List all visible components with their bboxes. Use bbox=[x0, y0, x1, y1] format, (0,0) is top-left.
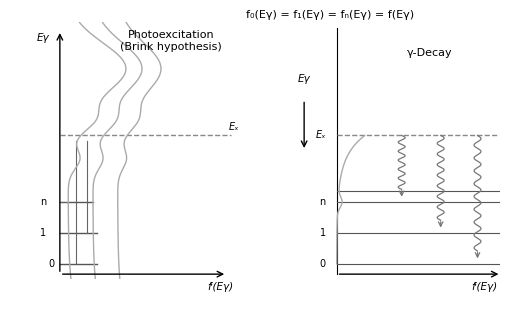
Text: 1: 1 bbox=[40, 228, 46, 238]
Text: Eγ: Eγ bbox=[37, 33, 50, 43]
Text: Photoexcitation
(Brink hypothesis): Photoexcitation (Brink hypothesis) bbox=[120, 30, 222, 52]
Text: Eγ: Eγ bbox=[298, 74, 311, 84]
Text: Eₓ: Eₓ bbox=[315, 130, 326, 141]
Text: Eₓ: Eₓ bbox=[229, 122, 239, 132]
Text: fᴵ(Eγ): fᴵ(Eγ) bbox=[471, 282, 497, 292]
Text: n: n bbox=[319, 197, 326, 207]
Text: n: n bbox=[40, 197, 46, 207]
Text: 0: 0 bbox=[49, 259, 55, 269]
Text: 1: 1 bbox=[320, 228, 326, 238]
Text: 0: 0 bbox=[320, 259, 326, 269]
Text: fᴵ(Eγ): fᴵ(Eγ) bbox=[208, 282, 234, 292]
Text: f₀(Eγ) = f₁(Eγ) = fₙ(Eγ) = f(Eγ): f₀(Eγ) = f₁(Eγ) = fₙ(Eγ) = f(Eγ) bbox=[246, 10, 414, 20]
Text: γ-Decay: γ-Decay bbox=[407, 48, 453, 58]
